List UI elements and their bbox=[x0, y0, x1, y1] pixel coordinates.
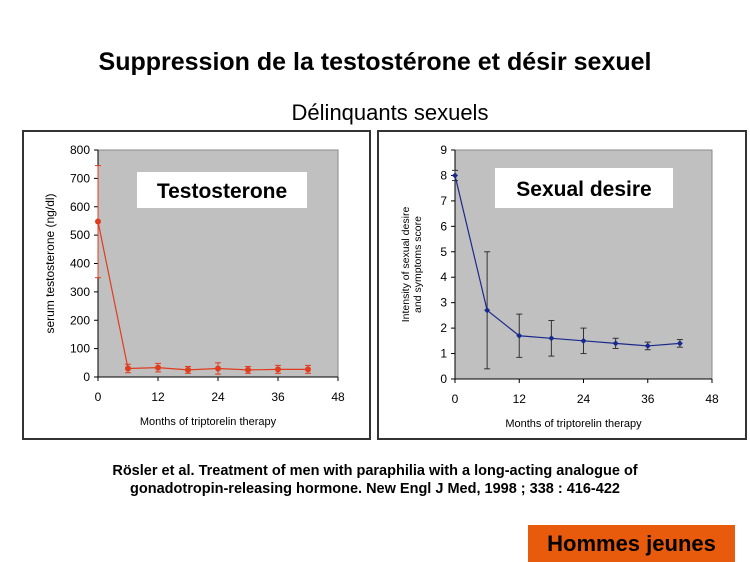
sexual-desire-chart-panel: 0 1 2 3 4 5 6 7 8 9 0 12 24 36 48 Months of triptorelin… bbox=[377, 130, 747, 440]
series-line bbox=[454, 175, 680, 347]
chart-title-box bbox=[137, 172, 307, 208]
y-tick-label: 8 bbox=[440, 168, 447, 182]
y-tick-label: 300 bbox=[70, 285, 90, 299]
y-axis-label: and symptoms score bbox=[412, 216, 424, 313]
reference-line-2: gonadotropin-releasing hormone. New Engl… bbox=[130, 481, 620, 497]
x-tick-label: 36 bbox=[641, 392, 655, 406]
data-point bbox=[275, 366, 281, 373]
hommes-jeunes-badge: Hommes jeunes bbox=[528, 525, 735, 562]
y-tick-label: 200 bbox=[70, 313, 90, 327]
y-tick-label: 4 bbox=[440, 270, 447, 284]
data-point bbox=[548, 335, 555, 342]
data-point bbox=[676, 340, 683, 347]
y-tick-label: 2 bbox=[440, 321, 447, 335]
data-point bbox=[185, 366, 191, 373]
data-point bbox=[484, 307, 491, 314]
x-tick-label: 24 bbox=[211, 390, 225, 404]
data-point bbox=[215, 365, 221, 372]
x-tick-label: 24 bbox=[577, 392, 591, 406]
x-tick-label: 0 bbox=[95, 390, 102, 404]
testosterone-chart-panel: 0 100 200 300 400 500 600 700 800 0 12 24 36 48 Months… bbox=[22, 130, 371, 440]
y-axis-label: Intensity of sexual desire bbox=[400, 207, 412, 323]
x-tick-label: 0 bbox=[452, 392, 459, 406]
y-tick-label: 1 bbox=[440, 347, 447, 361]
y-tick-label: 6 bbox=[440, 219, 447, 233]
chart-title-box bbox=[495, 168, 673, 208]
x-tick-label: 48 bbox=[705, 392, 719, 406]
x-axis-label: Months of triptorelin therapy bbox=[140, 416, 277, 428]
x-axis-label: Months of triptorelin therapy bbox=[505, 418, 642, 430]
y-tick-label: 7 bbox=[440, 194, 447, 208]
reference-line-1: Rösler et al. Treatment of men with para… bbox=[112, 463, 638, 479]
y-tick-label: 100 bbox=[70, 342, 90, 356]
data-point bbox=[644, 342, 651, 349]
y-tick-label: 800 bbox=[70, 143, 90, 157]
data-point bbox=[95, 218, 101, 225]
y-tick-label: 700 bbox=[70, 171, 90, 185]
slide-title: Suppression de la testostérone et désir … bbox=[98, 48, 652, 76]
y-tick-label: 0 bbox=[440, 372, 447, 386]
y-tick-label: 3 bbox=[440, 296, 447, 310]
data-point bbox=[155, 364, 161, 371]
chart-title: Testosterone bbox=[157, 180, 287, 203]
data-point bbox=[516, 332, 523, 339]
data-point bbox=[612, 340, 619, 347]
reference-citation: Rösler et al. Treatment of men with para… bbox=[0, 462, 750, 498]
data-point bbox=[245, 366, 251, 373]
testosterone-chart: 0 100 200 300 400 500 600 700 800 0 12 24 36 48 Months… bbox=[43, 143, 345, 428]
x-tick-label: 48 bbox=[331, 390, 345, 404]
y-axis-label: serum testosterone (ng/dl) bbox=[43, 193, 57, 333]
y-tick-label: 5 bbox=[440, 245, 447, 259]
x-tick-label: 12 bbox=[151, 390, 165, 404]
y-tick-label: 9 bbox=[440, 143, 447, 157]
x-tick-label: 12 bbox=[513, 392, 527, 406]
y-tick-label: 0 bbox=[83, 370, 90, 384]
y-tick-label: 600 bbox=[70, 200, 90, 214]
data-point bbox=[305, 366, 311, 373]
data-point bbox=[125, 365, 131, 372]
chart-title: Sexual desire bbox=[516, 178, 651, 201]
data-point bbox=[580, 337, 587, 344]
slide-subtitle: Délinquants sexuels bbox=[291, 100, 489, 125]
series-line bbox=[97, 221, 308, 371]
x-tick-label: 36 bbox=[271, 390, 285, 404]
y-tick-label: 400 bbox=[70, 257, 90, 271]
data-point bbox=[452, 172, 458, 179]
y-tick-label: 500 bbox=[70, 228, 90, 242]
